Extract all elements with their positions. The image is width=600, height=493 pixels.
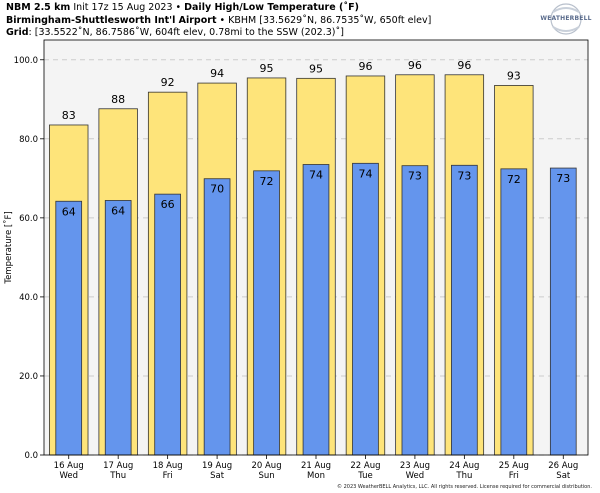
y-axis-label: Temperature [˚F]: [3, 211, 14, 284]
grid-detail: : [33.5522˚N, 86.7586˚W, 604ft elev, 0.7…: [28, 27, 344, 38]
weatherbell-logo: WEATHERBELL: [536, 2, 596, 38]
logo-text: WEATHERBELL: [540, 15, 592, 22]
chart-header: NBM 2.5 km Init 17z 15 Aug 2023 • Daily …: [6, 2, 431, 40]
high-temp-label: 93: [507, 69, 521, 82]
model-name: NBM 2.5 km: [6, 2, 71, 13]
low-temp-bar: [253, 170, 280, 456]
x-tick-date: 25 Aug: [499, 461, 529, 471]
header-line-3: Grid: [33.5522˚N, 86.7586˚W, 604ft elev,…: [6, 27, 431, 40]
x-tick-day: Fri: [509, 471, 519, 481]
y-tick-label: 80.0: [19, 135, 38, 145]
low-temp-label: 74: [358, 167, 372, 180]
low-temp-label: 64: [62, 205, 76, 218]
high-temp-label: 92: [161, 76, 175, 89]
copyright-footer: © 2023 WeatherBELL Analytics, LLC. All r…: [337, 484, 592, 490]
high-temp-label: 96: [358, 60, 372, 73]
x-tick-day: Wed: [59, 471, 78, 481]
high-temp-label: 88: [111, 93, 125, 106]
y-tick-label: 40.0: [19, 293, 38, 303]
low-temp-bar: [549, 167, 577, 456]
high-temp-label: 95: [260, 62, 274, 75]
high-temp-label: 94: [210, 67, 224, 80]
low-temp-bar: [500, 168, 528, 456]
low-temp-label: 64: [111, 204, 125, 217]
chart-title: Daily High/Low Temperature (˚F): [184, 2, 359, 13]
low-temp-bar: [55, 200, 83, 456]
x-tick-day: Thu: [109, 471, 126, 481]
x-tick-day: Thu: [455, 471, 472, 481]
grid-label: Grid: [6, 27, 29, 38]
low-temp-bar: [203, 178, 231, 456]
x-tick-date: 22 Aug: [350, 461, 380, 471]
station-name: Birmingham-Shuttlesworth Int'l Airport: [6, 14, 217, 26]
low-temp-label: 72: [260, 175, 274, 188]
low-temp-label: 73: [556, 172, 570, 185]
x-tick-date: 16 Aug: [54, 461, 84, 471]
x-tick-day: Sun: [258, 471, 274, 481]
x-tick-date: 26 Aug: [548, 461, 578, 471]
y-tick-label: 100.0: [14, 56, 38, 66]
high-temp-label: 96: [408, 59, 422, 72]
x-tick-day: Sat: [210, 471, 225, 481]
low-temp-bar: [154, 193, 181, 456]
y-tick-label: 20.0: [19, 372, 38, 382]
x-tick-date: 20 Aug: [251, 461, 281, 471]
low-temp-label: 73: [408, 170, 422, 183]
y-tick-label: 60.0: [19, 214, 38, 224]
low-temp-bar: [352, 162, 379, 456]
x-tick-date: 21 Aug: [301, 461, 331, 471]
x-tick-date: 18 Aug: [153, 461, 183, 471]
low-temp-bar: [104, 200, 132, 456]
x-tick-day: Wed: [406, 471, 425, 481]
x-tick-date: 19 Aug: [202, 461, 232, 471]
x-tick-date: 17 Aug: [103, 461, 133, 471]
high-temp-label: 95: [309, 62, 323, 75]
logo-swirl-icon: [550, 3, 582, 35]
low-temp-bar: [401, 165, 429, 456]
high-temp-label: 83: [62, 109, 76, 122]
x-tick-day: Sat: [556, 471, 571, 481]
low-temp-bar: [451, 164, 478, 456]
low-temp-label: 72: [507, 173, 521, 186]
x-tick-date: 24 Aug: [449, 461, 479, 471]
x-tick-day: Fri: [163, 471, 173, 481]
plot-frame: [43, 39, 589, 456]
y-tick-label: 0.0: [24, 451, 38, 461]
low-temp-label: 73: [457, 169, 471, 182]
x-tick-day: Tue: [357, 471, 373, 481]
station-detail: • KBHM [33.5629˚N, 86.7535˚W, 650ft elev…: [216, 14, 432, 26]
x-tick-date: 23 Aug: [400, 461, 430, 471]
header-line-1: NBM 2.5 km Init 17z 15 Aug 2023 • Daily …: [6, 2, 431, 15]
low-temp-label: 74: [309, 169, 323, 182]
x-tick-day: Mon: [307, 471, 325, 481]
high-temp-label: 96: [457, 59, 471, 72]
header-line-2: Birmingham-Shuttlesworth Int'l Airport •…: [6, 15, 431, 28]
low-temp-bar: [302, 164, 330, 456]
low-temp-label: 70: [210, 183, 224, 196]
init-time: Init 17z 15 Aug 2023 •: [70, 2, 185, 13]
low-temp-label: 66: [161, 198, 175, 211]
